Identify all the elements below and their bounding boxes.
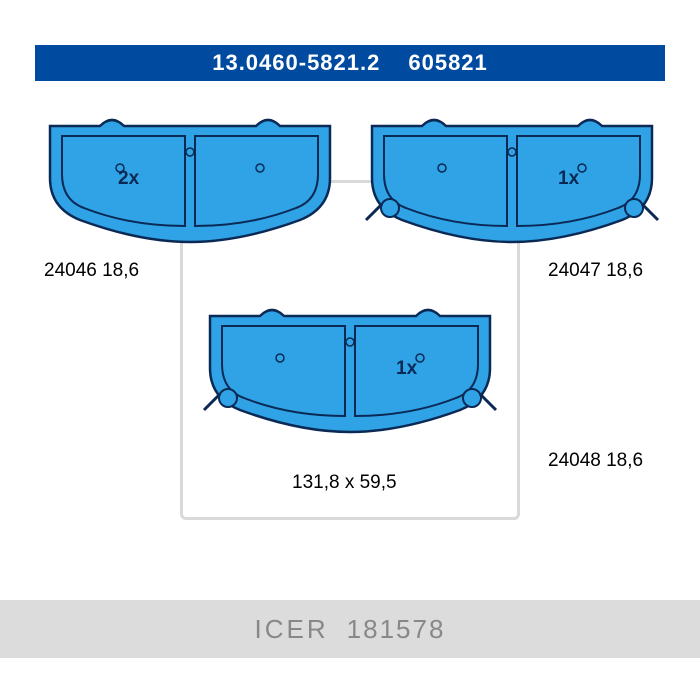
dimensions-label: 131,8 x 59,5 — [292, 472, 397, 494]
header-bar: 13.0460-5821.2 605821 — [35, 45, 665, 81]
brake-pad — [40, 108, 340, 248]
footer-part-code: 181578 — [347, 614, 446, 645]
footer-band: ICER 181578 — [0, 600, 700, 658]
pad-code-label: 24047 18,6 — [548, 260, 643, 282]
pad-code-label: 24048 18,6 — [548, 450, 643, 472]
pad-quantity: 2x — [118, 168, 139, 190]
brake-pad — [362, 108, 662, 248]
footer-brand: ICER — [255, 614, 329, 645]
pad-quantity: 1x — [558, 168, 579, 190]
pad-code-label: 24046 18,6 — [44, 260, 139, 282]
pad-quantity: 1x — [396, 358, 417, 380]
diagram-stage: ATE 13.0460-5821.2 605821 2x24046 18,6 — [0, 0, 700, 700]
header-short-code: 605821 — [408, 50, 487, 76]
header-part-number: 13.0460-5821.2 — [212, 50, 380, 76]
brake-pad — [200, 298, 500, 438]
